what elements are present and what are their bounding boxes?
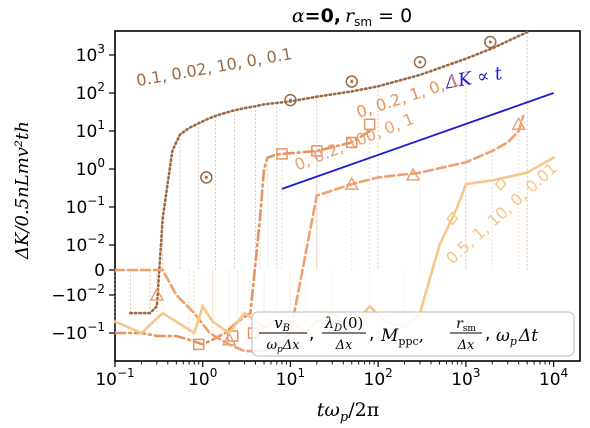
diamond-marker: [494, 176, 507, 192]
svg-text:ωpΔx: ωpΔx: [266, 338, 300, 355]
svg-text:,: ,: [369, 324, 374, 344]
series-line-2: [113, 129, 371, 346]
triangle-marker: [221, 332, 237, 346]
x-axis-label: tωp/2π: [317, 399, 379, 425]
svg-text:Mppc,: Mppc,: [380, 326, 424, 348]
x-tick-label: 10−1: [95, 366, 134, 390]
series-label-1: 0.1, 0.02, 10, 0, 0.1: [135, 44, 294, 90]
x-tick-label: 104: [539, 366, 568, 390]
x-tick-label: 103: [451, 366, 480, 390]
legend-term-lambda: λD(0) Δx ,: [322, 314, 374, 353]
series-line-1: [129, 30, 529, 315]
legend-term-dt: ωp Δt: [496, 326, 538, 348]
triangle-marker: [344, 176, 360, 190]
triangle-marker: [149, 287, 165, 301]
x-tick-label: 100: [188, 366, 217, 390]
circle-marker: [345, 75, 359, 88]
parameter-legend: vB ωpΔx , λD(0) Δx , Mppc, rsm Δx , ωp Δt: [251, 311, 575, 357]
svg-text:Δx: Δx: [335, 338, 353, 353]
svg-text:,: ,: [309, 324, 314, 344]
svg-text:Δx: Δx: [457, 338, 475, 353]
circle-marker: [200, 171, 213, 184]
axis-ticks: 10−1 100 101 102 103 104 103 102 101 100 10−1 10−2 0…: [51, 42, 568, 390]
series-line-4: [113, 156, 555, 336]
reference-line: [281, 92, 554, 190]
x-tick-label: 101: [276, 366, 305, 390]
chart-title: α=0, rsm = 0: [292, 5, 412, 29]
series-label-3: 0, 0.2, 100, 0, 1: [292, 109, 417, 174]
square-marker: [346, 136, 358, 149]
y-tick-label: 101: [76, 118, 105, 142]
svg-text:rsm: rsm: [456, 316, 476, 334]
y-tick-label: −10−2: [51, 282, 105, 306]
series-layer: [113, 30, 555, 353]
y-tick-label: 103: [76, 42, 105, 66]
diamond-marker: [446, 211, 459, 226]
square-marker: [276, 148, 288, 160]
circle-marker: [413, 55, 427, 69]
circle-marker: [484, 35, 497, 49]
y-tick-label: −10−1: [51, 320, 105, 344]
square-marker: [311, 145, 323, 157]
legend-term-vb: vB ωpΔx ,: [259, 314, 314, 355]
y-axis-label: ΔK/0.5nLmv²th: [12, 121, 33, 260]
svg-text:λD(0): λD(0): [324, 314, 364, 334]
square-marker: [363, 118, 376, 131]
square-marker: [192, 338, 205, 351]
legend-term-rsm: rsm Δx ,: [450, 316, 490, 353]
reference-layer: ΔK ∝ t: [281, 63, 554, 190]
svg-text:,: ,: [485, 324, 490, 344]
y-tick-label: 0: [94, 261, 105, 281]
x-tick-label: 102: [364, 366, 393, 390]
circle-marker: [284, 93, 297, 107]
y-tick-label: 100: [76, 156, 105, 180]
triangle-marker: [405, 167, 421, 181]
y-tick-label: 10−1: [66, 194, 105, 218]
svg-text:vB: vB: [274, 314, 290, 334]
y-tick-label: 102: [76, 80, 105, 104]
legend-term-mppc: Mppc,: [380, 326, 424, 348]
plot-frame: [114, 30, 581, 362]
series-label-4: 0.5, 1, 10, 0, 0.01: [442, 159, 561, 268]
y-tick-label: 10−2: [66, 232, 105, 256]
legend-box: [251, 311, 575, 357]
triangle-marker: [511, 116, 526, 131]
